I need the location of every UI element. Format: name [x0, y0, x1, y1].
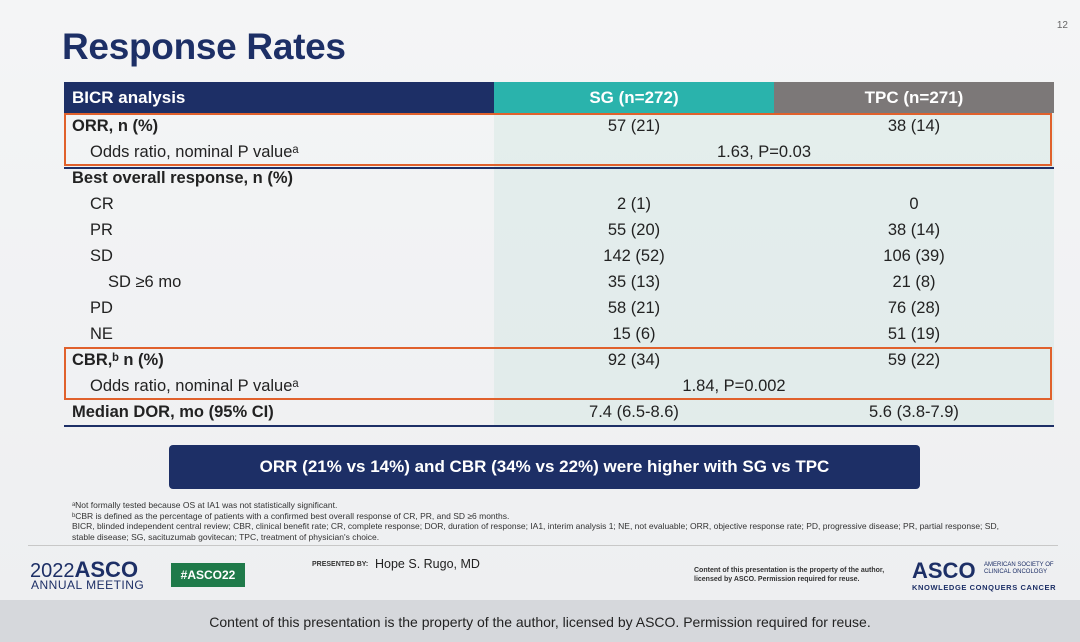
presented-by-label: PRESENTED BY:	[312, 561, 369, 568]
row-label: Odds ratio, nominal P valueᵃ	[90, 143, 299, 161]
slide-title: Response Rates	[62, 26, 346, 67]
asco-logo: ASCO	[912, 558, 976, 583]
table-body: ORR, n (%) 57 (21) 38 (14) Odds ratio, n…	[64, 113, 1054, 427]
row-label: CBR,ᵇ n (%)	[72, 351, 164, 369]
presenter-name: Hope S. Rugo, MD	[375, 557, 480, 571]
table-row: CBR,ᵇ n (%) 92 (34) 59 (22)	[64, 347, 1054, 373]
row-label: Best overall response, n (%)	[72, 169, 293, 187]
sg-value: 35 (13)	[607, 273, 661, 291]
footnote-b: ᵇCBR is defined as the percentage of pat…	[72, 510, 510, 521]
table-row: Median DOR, mo (95% CI) 7.4 (6.5-8.6) 5.…	[64, 399, 1054, 425]
tpc-value: 106 (39)	[883, 247, 945, 265]
header-tpc: TPC (n=271)	[774, 82, 1054, 113]
summary-callout: ORR (21% vs 14%) and CBR (34% vs 22%) we…	[169, 445, 920, 489]
orr-highlight-box	[64, 113, 1052, 166]
header-sg: SG (n=272)	[494, 82, 774, 113]
meeting-asco: ASCO	[74, 557, 139, 582]
row-label: PR	[90, 221, 113, 239]
slide-number: 12	[1056, 20, 1068, 31]
sg-value: 58 (21)	[607, 299, 661, 317]
cbr-highlight-box	[64, 347, 1052, 400]
table-row: PR 55 (20) 38 (14)	[64, 217, 1054, 243]
tpc-value: 0	[909, 195, 919, 213]
table-bottom-rule	[64, 425, 1054, 427]
row-label: NE	[90, 325, 113, 343]
row-label: Median DOR, mo (95% CI)	[72, 403, 274, 421]
table-row: Odds ratio, nominal P valueᵃ 1.63, P=0.0…	[64, 139, 1054, 165]
sg-value: 142 (52)	[603, 247, 665, 265]
footnote-a: ᵃNot formally tested because OS at IA1 w…	[72, 500, 338, 510]
sg-value: 92 (34)	[607, 351, 661, 369]
footnotes: ᵃNot formally tested because OS at IA1 w…	[72, 500, 1022, 542]
row-label: Odds ratio, nominal P valueᵃ	[90, 377, 299, 395]
tpc-value: 59 (22)	[887, 351, 941, 369]
row-label: ORR, n (%)	[72, 117, 159, 135]
sg-value: 7.4 (6.5-8.6)	[589, 403, 679, 421]
content-note: Content of this presentation is the prop…	[694, 567, 885, 583]
sg-value: 2 (1)	[617, 195, 651, 213]
tpc-value: 51 (19)	[887, 325, 941, 343]
response-table: BICR analysis SG (n=272) TPC (n=271) ORR…	[64, 82, 1054, 427]
combined-value: 1.84, P=0.002	[682, 377, 786, 395]
combined-value: 1.63, P=0.03	[716, 143, 812, 161]
table-row: ORR, n (%) 57 (21) 38 (14)	[64, 113, 1054, 139]
row-label: SD ≥6 mo	[108, 273, 182, 291]
asco-tagline: KNOWLEDGE CONQUERS CANCER	[912, 583, 1057, 592]
row-label: SD	[90, 247, 113, 265]
table-row: PD 58 (21) 76 (28)	[64, 295, 1054, 321]
table-row: NE 15 (6) 51 (19)	[64, 321, 1054, 347]
footer-divider	[28, 545, 1058, 546]
hashtag-badge: #ASCO22	[171, 563, 245, 587]
asco-org-name: AMERICAN SOCIETY OF CLINICAL ONCOLOGY	[984, 562, 1054, 575]
table-header: BICR analysis SG (n=272) TPC (n=271)	[64, 82, 1054, 113]
meeting-year: 2022	[30, 560, 75, 582]
row-label: PD	[90, 299, 113, 317]
tpc-value: 38 (14)	[887, 117, 941, 135]
annual-meeting-label: ANNUAL MEETING	[31, 578, 145, 592]
tpc-value: 21 (8)	[892, 273, 936, 291]
header-bicr-analysis: BICR analysis	[64, 82, 494, 113]
table-row: CR 2 (1) 0	[64, 191, 1054, 217]
row-label: CR	[90, 195, 114, 213]
table-row: Best overall response, n (%)	[64, 165, 1054, 191]
table-row: SD 142 (52) 106 (39)	[64, 243, 1054, 269]
tpc-value: 5.6 (3.8-7.9)	[869, 403, 959, 421]
table-row: SD ≥6 mo 35 (13) 21 (8)	[64, 269, 1054, 295]
sg-value: 15 (6)	[612, 325, 656, 343]
sg-value: 55 (20)	[607, 221, 661, 239]
sg-value: 57 (21)	[607, 117, 661, 135]
tpc-value: 38 (14)	[887, 221, 941, 239]
tpc-value: 76 (28)	[887, 299, 941, 317]
table-row: Odds ratio, nominal P valueᵃ 1.84, P=0.0…	[64, 373, 1054, 399]
orr-separator	[64, 167, 1054, 169]
footnote-abbreviations: BICR, blinded independent central review…	[72, 521, 999, 542]
asco-meeting-logo: 2022ASCO	[30, 557, 138, 583]
slide: 12 Response Rates BICR analysis SG (n=27…	[0, 0, 1080, 600]
bottom-caption: Content of this presentation is the prop…	[209, 614, 871, 630]
